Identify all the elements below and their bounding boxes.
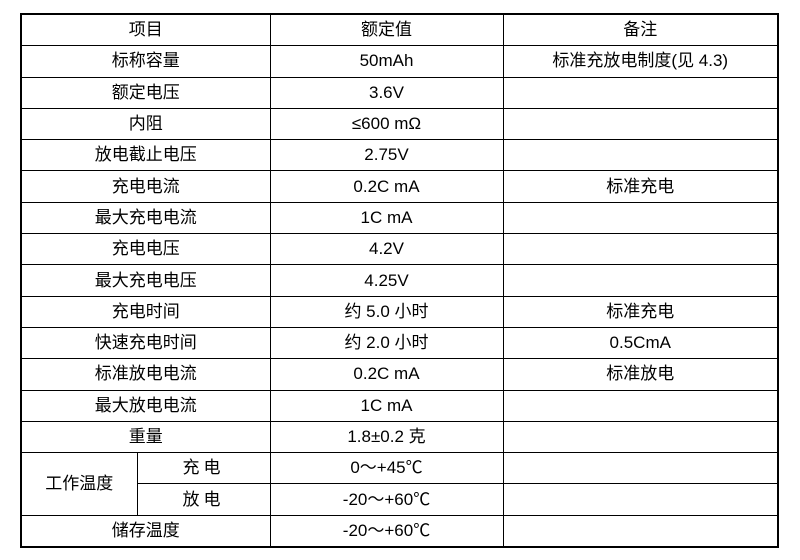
cell-item: 放电截止电压 (20, 139, 271, 172)
table-row: 工作温度 充电 0～+45℃ (20, 452, 779, 516)
table-row: 最大充电电压 4.25V (20, 264, 779, 297)
cell-value: 约 5.0 小时 (269, 295, 504, 328)
cell-item: 额定电压 (20, 76, 271, 109)
cell-note (502, 201, 779, 235)
table-row: 充电时间约 5.0 小时 标准充电 (20, 295, 779, 328)
cell-value: 4.2V (269, 233, 504, 266)
operating-temp-label: 工作温度 (20, 452, 138, 516)
charge-temp-value: 0～+45℃ (269, 452, 504, 485)
table-row: 快速充电时间约 2.0 小时 0.5CmA (20, 326, 779, 360)
discharge-temp-note (502, 483, 779, 516)
cell-value: 4.25V (269, 264, 504, 297)
table-row: 放电截止电压 2.75V (20, 139, 779, 172)
cell-value: 1C mA (269, 389, 504, 422)
cell-note: 标准充放电制度(见 4.3) (502, 45, 779, 78)
discharge-label: 放电 (136, 483, 271, 516)
cell-note (502, 139, 779, 172)
table-row: 最大放电电流 1C mA (20, 389, 779, 422)
cell-value: 0.2C mA (269, 358, 504, 391)
header-item: 项目 (20, 13, 271, 47)
table-row: 标称容量 50mAh 标准充放电制度(见 4.3) (20, 45, 779, 78)
cell-note: 标准充电 (502, 295, 779, 328)
cell-note: 0.5CmA (502, 326, 779, 360)
table-row: 内阻 ≤600 mΩ (20, 107, 779, 141)
cell-item: 标准放电电流 (20, 358, 271, 391)
table-row: 充电电压 4.2V (20, 233, 779, 266)
cell-item: 最大充电电压 (20, 264, 271, 297)
cell-note: 标准放电 (502, 358, 779, 391)
table-row: 储存温度 -20～+60℃ (20, 514, 779, 548)
cell-item: 快速充电时间 (20, 326, 271, 360)
table-row: 最大充电电流 1C mA (20, 201, 779, 235)
cell-item: 标称容量 (20, 45, 271, 78)
cell-value: 约 2.0 小时 (269, 326, 504, 360)
table-row: 额定电压 3.6V (20, 76, 779, 109)
table-row: 放电 -20～+60℃ (21, 483, 779, 516)
table-row: 充电电流 0.2C mA 标准充电 (20, 170, 779, 203)
cell-value: 3.6V (269, 76, 504, 109)
storage-temp-label: 储存温度 (20, 514, 271, 548)
cell-value: 50mAh (269, 45, 504, 78)
header-rated: 额定值 (269, 13, 504, 47)
storage-temp-value: -20～+60℃ (269, 514, 504, 548)
cell-item: 充电时间 (20, 295, 271, 328)
cell-note (502, 264, 779, 297)
cell-value: ≤600 mΩ (269, 107, 504, 141)
cell-item: 充电电压 (20, 233, 271, 266)
cell-item: 最大放电电流 (20, 389, 271, 422)
storage-temp-note (502, 514, 779, 548)
cell-note (502, 420, 779, 454)
discharge-temp-value: -20～+60℃ (269, 483, 504, 516)
cell-value: 1C mA (269, 201, 504, 235)
header-row: 项目 额定值 备注 (20, 13, 779, 47)
charge-temp-note (502, 452, 779, 485)
cell-note (502, 107, 779, 141)
cell-value: 2.75V (269, 139, 504, 172)
cell-value: 0.2C mA (269, 170, 504, 203)
table-row: 标准放电电流 0.2C mA 标准放电 (20, 358, 779, 391)
cell-item: 内阻 (20, 107, 271, 141)
battery-spec-table: 项目 额定值 备注 标称容量 50mAh 标准充放电制度(见 4.3) 额定电压 3.6… (20, 13, 779, 549)
header-note: 备注 (502, 13, 779, 47)
cell-note (502, 233, 779, 266)
cell-note (502, 389, 779, 422)
cell-item: 重量 (20, 420, 271, 454)
cell-value: 1.8±0.2 克 (269, 420, 504, 454)
cell-item: 最大充电电流 (20, 201, 271, 235)
cell-note: 标准充电 (502, 170, 779, 203)
cell-note (502, 76, 779, 109)
table-row: 重量 1.8±0.2 克 (20, 420, 779, 454)
cell-item: 充电电流 (20, 170, 271, 203)
charge-label: 充电 (136, 452, 271, 485)
